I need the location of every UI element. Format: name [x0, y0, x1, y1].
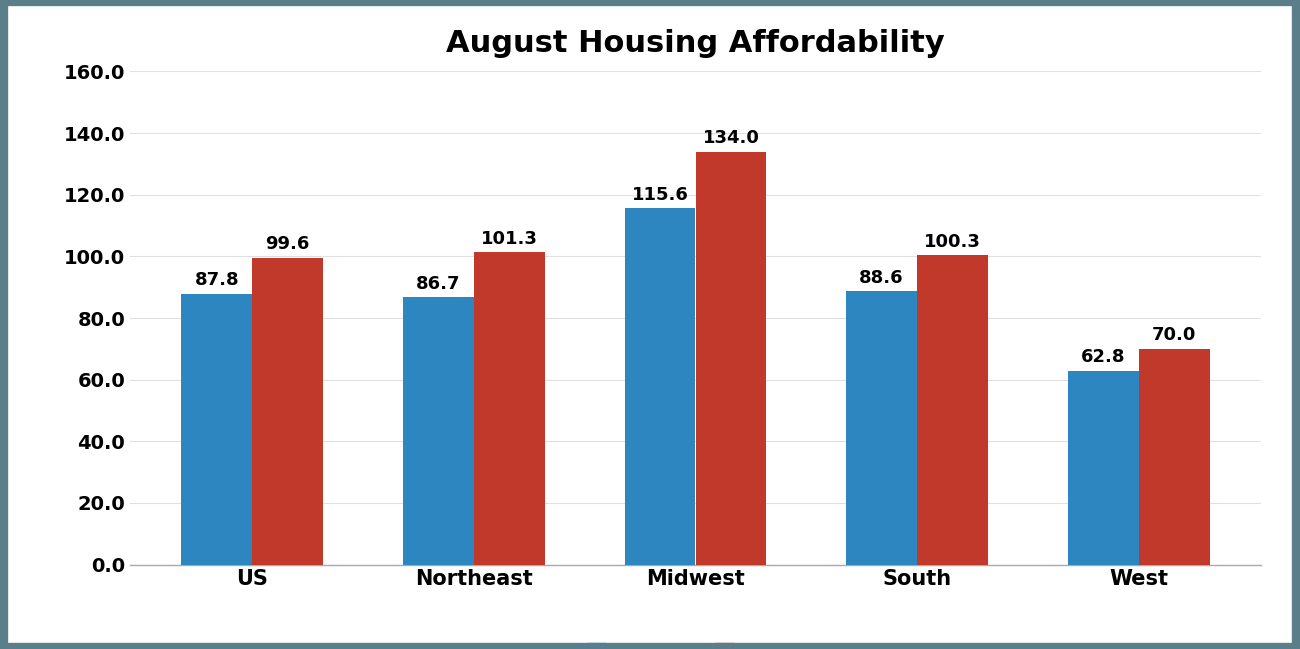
- Bar: [1067, 371, 1139, 565]
- Text: 87.8: 87.8: [195, 271, 239, 289]
- Bar: [1139, 349, 1209, 565]
- Text: 134.0: 134.0: [702, 129, 759, 147]
- Text: 88.6: 88.6: [859, 269, 904, 287]
- Text: 70.0: 70.0: [1152, 326, 1196, 344]
- Text: 101.3: 101.3: [481, 230, 538, 248]
- Text: 86.7: 86.7: [416, 275, 460, 293]
- Bar: [403, 297, 474, 565]
- Text: 62.8: 62.8: [1082, 349, 1126, 367]
- Title: August Housing Affordability: August Housing Affordability: [446, 29, 945, 58]
- Bar: [696, 151, 767, 565]
- Text: 100.3: 100.3: [924, 233, 982, 251]
- Bar: [846, 291, 916, 565]
- Bar: [624, 208, 696, 565]
- Text: 115.6: 115.6: [632, 186, 689, 204]
- Legend: 2023, 2022: 2023, 2022: [577, 633, 814, 649]
- Bar: [474, 252, 545, 565]
- Text: 99.6: 99.6: [265, 235, 309, 253]
- Bar: [916, 256, 988, 565]
- Bar: [182, 294, 252, 565]
- Bar: [252, 258, 324, 565]
